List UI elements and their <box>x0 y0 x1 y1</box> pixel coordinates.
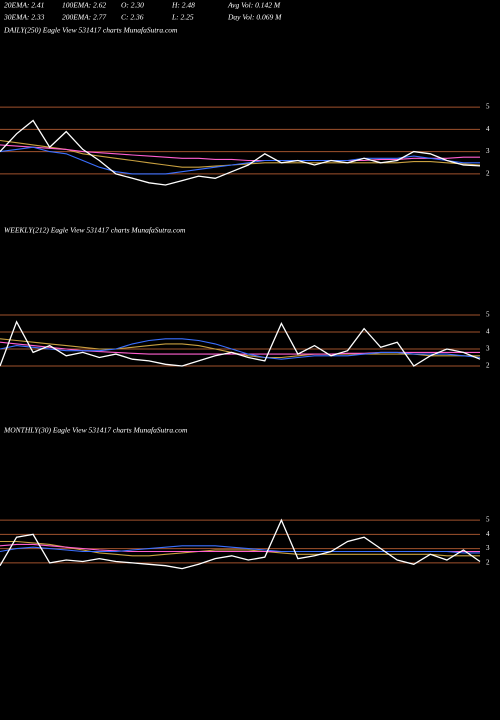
header-stat: C: 2.36 <box>121 13 144 22</box>
y-tick-label: 5 <box>486 516 490 524</box>
header-stat: 20EMA: 2.41 <box>4 1 44 10</box>
panel-title: DAILY(250) Eagle View 531417 charts Muna… <box>3 26 178 35</box>
y-tick-label: 4 <box>486 328 490 336</box>
header-stat: L: 2.25 <box>171 13 194 22</box>
y-tick-label: 3 <box>486 544 490 552</box>
series-line <box>0 540 480 557</box>
header-stat: 30EMA: 2.33 <box>3 13 45 22</box>
series-line <box>0 338 481 360</box>
series-line <box>0 146 480 175</box>
series-line <box>0 320 481 367</box>
y-tick-label: 2 <box>486 558 490 566</box>
series-line <box>0 518 481 570</box>
header-stat: Avg Vol: 0.142 M <box>227 1 281 10</box>
header-stat: H: 2.48 <box>171 1 195 10</box>
header-stat: Day Vol: 0.069 M <box>227 13 282 22</box>
panel-title: WEEKLY(212) Eagle View 531417 charts Mun… <box>4 226 186 235</box>
series-line <box>0 119 481 186</box>
y-tick-label: 4 <box>486 125 490 133</box>
header-stat: 100EMA: 2.62 <box>62 1 106 10</box>
header-stat: O: 2.30 <box>121 1 144 10</box>
y-tick-label: 2 <box>486 362 490 370</box>
y-tick-label: 3 <box>486 345 490 353</box>
y-tick-label: 4 <box>486 530 490 538</box>
header-stat: 200EMA: 2.77 <box>62 13 106 22</box>
panel-title: MONTHLY(30) Eagle View 531417 charts Mun… <box>3 426 188 435</box>
y-tick-label: 3 <box>486 147 490 155</box>
series-line <box>0 545 480 554</box>
y-tick-label: 2 <box>486 169 490 177</box>
y-tick-label: 5 <box>486 311 490 319</box>
y-tick-label: 5 <box>486 103 490 111</box>
